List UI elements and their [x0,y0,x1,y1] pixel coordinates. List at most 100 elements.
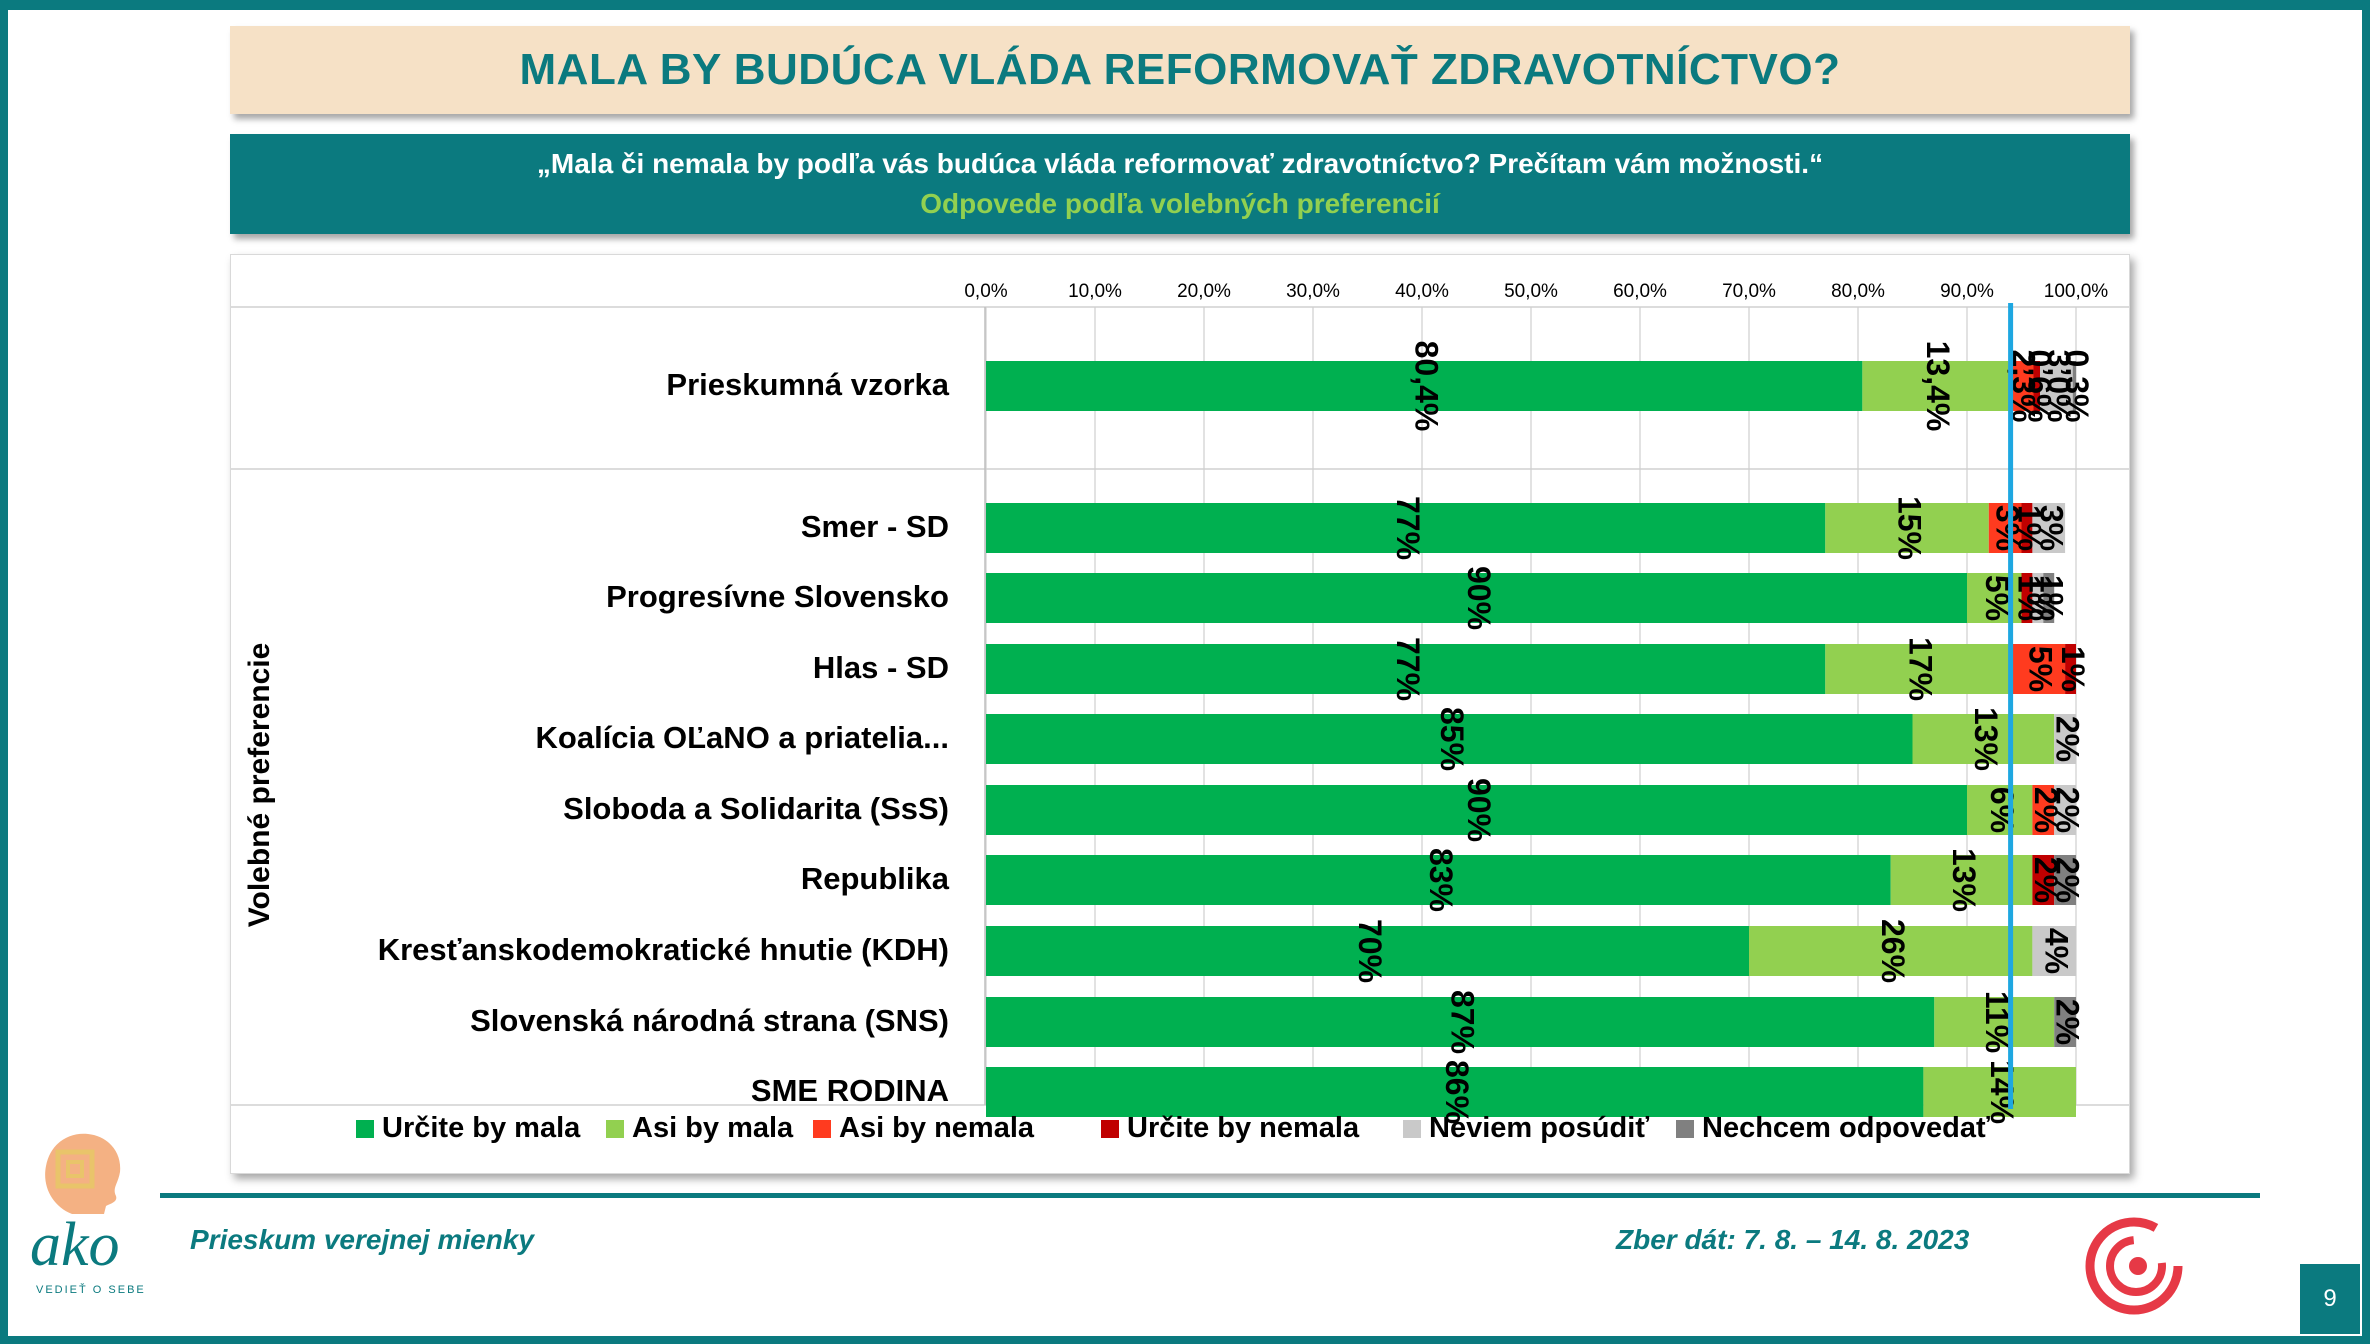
data-label: 13% [1968,707,2004,771]
data-label: 2% [2050,999,2086,1045]
bar-segment [1923,1067,2076,1117]
x-tick-label: 90,0% [1940,281,1994,302]
data-label: 4% [2039,928,2075,974]
data-label: 2% [2050,857,2086,903]
bar-segment [986,785,1967,835]
spiral-logo-icon [2085,1217,2183,1315]
data-label: 85% [1434,707,1470,771]
x-tick-label: 60,0% [1613,281,1667,302]
bar-segment [2032,926,2076,976]
data-label: 14% [1984,1060,2020,1124]
bar-segment [2032,785,2055,835]
x-tick-label: 40,0% [1395,281,1449,302]
legend-label: Asi by mala [632,1112,794,1144]
bar-segment [1825,644,2011,694]
bar-segment [986,503,1826,553]
data-label: 83% [1423,848,1459,912]
bar-segment [2032,573,2044,623]
bar-segment [1912,714,2055,764]
legend-label: Nechcem odpovedať [1702,1112,1990,1144]
bar-segment [986,573,1967,623]
bar-segment [1749,926,2033,976]
bar-segment [2072,361,2076,411]
data-label: 77% [1390,496,1426,560]
data-label: 80,4% [1409,341,1445,432]
x-tick-label: 70,0% [1722,281,1776,302]
bar-segment [2032,855,2055,905]
x-tick-label: 10,0% [1068,281,1122,302]
bar-segment [2065,644,2076,694]
category-label: Sloboda a Solidarita (SsS) [563,791,949,826]
data-label: 3% [2033,505,2069,551]
bar-segment [2054,855,2076,905]
question-subtitle: Odpovede podľa volebných preferencií [920,188,1440,219]
legend-swatch [1403,1120,1421,1138]
ako-logo-tagline: VEDIEŤ O SEBE [36,1284,146,1296]
data-label: 0,6% [2021,350,2057,423]
legend-swatch [813,1120,831,1138]
data-label: 1% [2011,575,2047,621]
bar-segment [2010,644,2066,694]
x-tick-label: 100,0% [2044,281,2109,302]
bar-segment [986,1067,1924,1117]
data-label: 2% [2028,787,2064,833]
legend-label: Určite by mala [382,1112,581,1144]
data-label: 15% [1892,496,1928,560]
data-label: 70% [1352,919,1388,983]
question-text: „Mala či nemala by podľa vás budúca vlád… [536,148,1824,179]
category-label: Hlas - SD [813,650,949,685]
bar-segment [2040,361,2073,411]
bar-segment [1825,503,1989,553]
x-tick-label: 30,0% [1286,281,1340,302]
footer-divider [160,1193,2260,1198]
legend-label: Asi by nemala [839,1112,1035,1144]
x-tick-label: 50,0% [1504,281,1558,302]
footer-survey-label: Prieskum verejnej mienky [190,1224,534,1255]
data-label: 26% [1875,919,1911,983]
bar-segment [2032,503,2066,553]
data-label: 90% [1461,566,1497,630]
bar-segment [1988,503,2022,553]
legend-label: Určite by nemala [1127,1112,1360,1144]
data-label: 1% [2022,575,2058,621]
page-number: 9 [2300,1264,2360,1334]
x-tick-label: 80,0% [1831,281,1885,302]
legend-swatch [1676,1120,1694,1138]
bar-segment [1934,997,2055,1047]
data-label: 90% [1461,778,1497,842]
bar-segment [1862,361,2009,411]
data-label: 87% [1445,990,1481,1054]
bar-segment [2054,997,2076,1047]
data-label: 2% [2028,857,2064,903]
data-label: 13% [1946,848,1982,912]
frame-right [2362,0,2370,1344]
data-label: 6% [1984,787,2020,833]
bar-segment [2054,714,2076,764]
ako-logo-text: ako [30,1211,120,1279]
bar-segment [2043,573,2055,623]
bar-segment [2033,361,2041,411]
bar-segment [2054,785,2076,835]
title-banner: MALA BY BUDÚCA VLÁDA REFORMOVAŤ ZDRAVOTN… [230,26,2130,114]
data-label: 1% [2033,575,2069,621]
stacked-bar-chart: 0,0% 10,0% 20,0% 30,0% 40,0% 50,0% 60,0% 70,0% 8… [231,281,2129,1144]
data-label: 2% [2050,787,2086,833]
page-title: MALA BY BUDÚCA VLÁDA REFORMOVAŤ ZDRAVOTN… [519,45,1841,94]
category-label: Republika [801,861,950,896]
ako-logo-icon [45,1133,121,1214]
data-label: 3% [1990,505,2026,551]
question-banner: „Mala či nemala by podľa vás budúca vlád… [230,134,2130,234]
data-label: 17% [1902,637,1938,701]
legend-swatch [606,1120,624,1138]
legend-label: Neviem posúdiť [1429,1112,1649,1144]
bar-segment [2021,573,2033,623]
data-label: 5% [2022,646,2058,692]
group-axis-label: Volebné preferencie [243,643,276,928]
legend-swatch [356,1120,374,1138]
bar-segment [986,361,1863,411]
frame-top [0,0,2370,10]
category-label: Kresťanskodemokratické hnutie (KDH) [378,932,949,967]
bar-segment [986,644,1826,694]
frame-bottom [0,1336,2370,1344]
data-label: 1% [2011,505,2047,551]
